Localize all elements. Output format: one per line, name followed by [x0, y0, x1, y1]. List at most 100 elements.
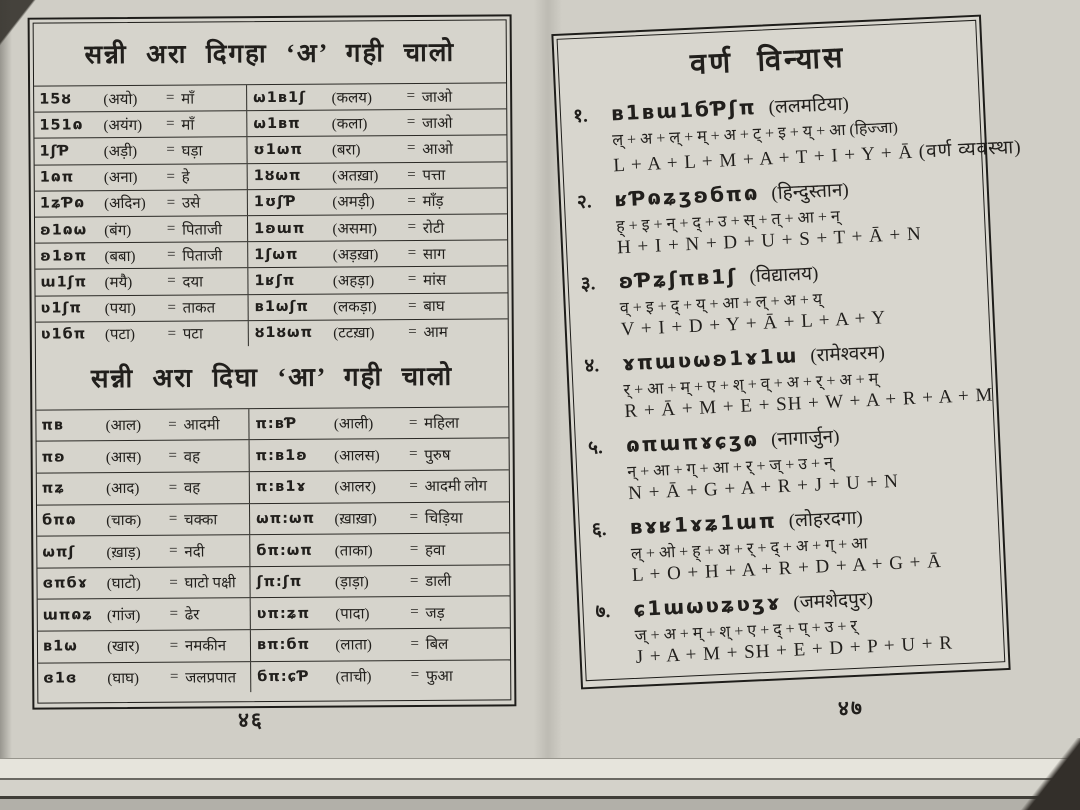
entry-number: ५. [587, 437, 604, 459]
script-word: ω1ʙ1ʃ [253, 89, 307, 106]
table-cell: 1ʊʃƤ (अमड़ी) = माँड़ [246, 188, 507, 216]
equals-sign: = [167, 273, 176, 290]
equals-sign: = [168, 479, 178, 496]
equals-sign: = [410, 604, 419, 621]
hindi-meaning: पुरुष [424, 447, 451, 464]
entry-script-word: ʙ1ʙɯ1бƤʃπ [610, 94, 758, 126]
hindi-transliteration: (असमा) [332, 220, 378, 238]
table-cell: бπ:ɕƤ (ताची) = फुआ [250, 659, 511, 693]
hindi-meaning: दया [182, 274, 204, 291]
hindi-transliteration: (ड़ाड़ा) [334, 574, 369, 591]
hindi-meaning: पत्ता [422, 167, 446, 185]
script-word: бπ:ωπ [256, 542, 313, 559]
table-row: 15ȣ (अयो) = माँ ω1ʙ1ʃ (कलय) = जाओ [34, 82, 507, 112]
equals-sign: = [166, 168, 176, 185]
script-word: ȣ1ȣωπ [254, 324, 314, 342]
section-title-a: सन्नी अरा दिगहा ‘अ’ गही चालो [84, 37, 456, 70]
script-word: 1ʊʃƤ [253, 194, 297, 211]
table-cell: бπ:ωπ (ताका) = हवा [249, 533, 510, 567]
hindi-transliteration: (आद) [105, 481, 140, 498]
hindi-transliteration: (आलर) [334, 479, 376, 496]
page-stack-edge [0, 780, 1080, 796]
hindi-transliteration: (अतख़ा) [332, 168, 379, 185]
equals-sign: = [407, 192, 416, 209]
table-cell: ʚ1ʚπ (बबा) = पिताजी [35, 242, 247, 269]
table-cell: 1ʃƤ (अड़ी) = घड़ा [34, 138, 246, 165]
table-row: 1ʑƤɷ (अदिन) = उसे 1ʊʃƤ (अमड़ी) = माँड़ [34, 187, 507, 217]
table-cell: π:ʙƤ (आली) = महिला [248, 407, 509, 440]
script-word: ʊ1ωπ [253, 141, 303, 159]
hindi-meaning: जाओ [422, 115, 453, 132]
equals-sign: = [408, 414, 418, 431]
hindi-meaning: हवा [424, 542, 446, 559]
script-word: 151ɷ [39, 117, 84, 134]
left-page: सन्नी अरा दिगहा ‘अ’ गही चालो 15ȣ (अयो) = मा… [27, 14, 517, 710]
spelling-entry: ७. ɕ1ɯωʋʑʋʒɤ (जमशेदपुर) ज् + अ + म् + श् + … [595, 580, 998, 671]
equals-sign: = [406, 88, 416, 105]
script-word: π:ʙ1ɤ [255, 479, 307, 496]
script-word: ʚ1ʚπ [40, 248, 88, 265]
equals-sign: = [407, 166, 416, 183]
entry-script-word: ʙɤʁ1ɤʑ1ɯπ [629, 508, 778, 540]
script-word: ʚ1ɷω [40, 221, 88, 239]
equals-sign: = [169, 542, 178, 559]
script-word: 15ȣ [39, 90, 72, 108]
table-row: ʚ1ʚπ (बबा) = पिताजी 1ʃωπ (अड़ख़ा) = साग [35, 239, 508, 269]
script-word: ʋ1ʃπ [40, 300, 82, 317]
equals-sign: = [167, 299, 176, 316]
hindi-meaning: नदी [184, 544, 205, 561]
hindi-transliteration: (गांज) [106, 607, 141, 624]
hindi-transliteration: (आस) [105, 449, 142, 466]
equals-sign: = [166, 220, 176, 237]
hindi-transliteration: (आल) [105, 418, 142, 435]
hindi-meaning: जड़ [425, 605, 445, 622]
vocab-table-a: 15ȣ (अयो) = माँ ω1ʙ1ʃ (कलय) = जाओ 151ɷ (अयंग) = माँ… [34, 82, 508, 348]
script-word: 1ʃƤ [39, 143, 71, 160]
script-word: ω1ʙπ [253, 115, 301, 132]
table-cell: ɯπɷʑ (गांज) = ढेर [38, 599, 250, 631]
equals-sign: = [167, 325, 177, 342]
equals-sign: = [410, 635, 419, 652]
hindi-meaning: आदमी [183, 417, 220, 434]
equals-sign: = [409, 446, 418, 463]
equals-sign: = [408, 297, 417, 314]
script-word: бπ:ɕƤ [257, 668, 310, 686]
page-stack-edge [0, 758, 1080, 779]
equals-sign: = [410, 667, 420, 684]
table-row: ɯ1ʃπ (मयै) = दया 1ʁʃπ (अहड़ा) = मांस [35, 265, 508, 296]
hindi-meaning: नमकीन [184, 638, 227, 655]
table-cell: бπɷ (चाक) = चक्का [37, 504, 249, 536]
hindi-meaning: हे [181, 169, 190, 186]
table-cell: πʙ (आल) = आदमी [36, 409, 248, 441]
right-page-frame: वर्ण विन्यास १. ʙ1ʙɯ1бƤʃπ (ललमटिया) ल् + अ … [556, 19, 1022, 682]
table-cell: 1ʁʃπ (अहड़ा) = मांस [247, 266, 508, 294]
equals-sign: = [169, 605, 179, 622]
script-word: ʋ1бπ [40, 326, 87, 343]
script-word: 1ȣωπ [253, 167, 302, 185]
hindi-meaning: जाओ [421, 89, 453, 106]
table-row: ʚ1ɷω (बंग) = पिताजी 1ʚɯπ (असमा) = रोटी [34, 213, 508, 243]
hindi-transliteration: (पादा) [335, 606, 370, 623]
hindi-transliteration: (अना) [103, 170, 138, 187]
book-cover-edge [0, 796, 1080, 799]
hindi-transliteration: (ताची) [335, 669, 372, 686]
photo-corner-shadow-bottom-right [950, 738, 1080, 810]
entry-number: ६. [591, 519, 607, 541]
entry-place-name: (लोहरदगा) [788, 507, 864, 532]
hindi-transliteration: (अमड़ी) [332, 194, 375, 211]
hindi-transliteration: (आली) [333, 416, 374, 433]
equals-sign: = [409, 477, 418, 494]
hindi-meaning: पटा [182, 326, 203, 343]
hindi-meaning: ताकत [182, 300, 216, 317]
table-row: ωπʃ (ख़ाड़) = नदी бπ:ωπ (ताका) = हवा [37, 532, 510, 568]
script-word: πʚ [41, 449, 66, 466]
table-cell: π:ʙ1ɤ (आलर) = आदमी लोग [248, 470, 509, 503]
hindi-meaning: बाघ [423, 298, 445, 316]
equals-sign: = [165, 89, 175, 106]
table-row: бπɷ (चाक) = चक्का ωπ:ωπ (ख़ाख़ा) = चिड़िया [36, 501, 510, 536]
table-cell: 15ȣ (अयो) = माँ [34, 85, 246, 112]
table-cell: ωπʃ (ख़ाड़) = नदी [37, 535, 249, 567]
script-word: ʙ1ωʃπ [254, 298, 310, 316]
script-word: ωπʃ [42, 543, 76, 561]
equals-sign: = [409, 541, 419, 558]
